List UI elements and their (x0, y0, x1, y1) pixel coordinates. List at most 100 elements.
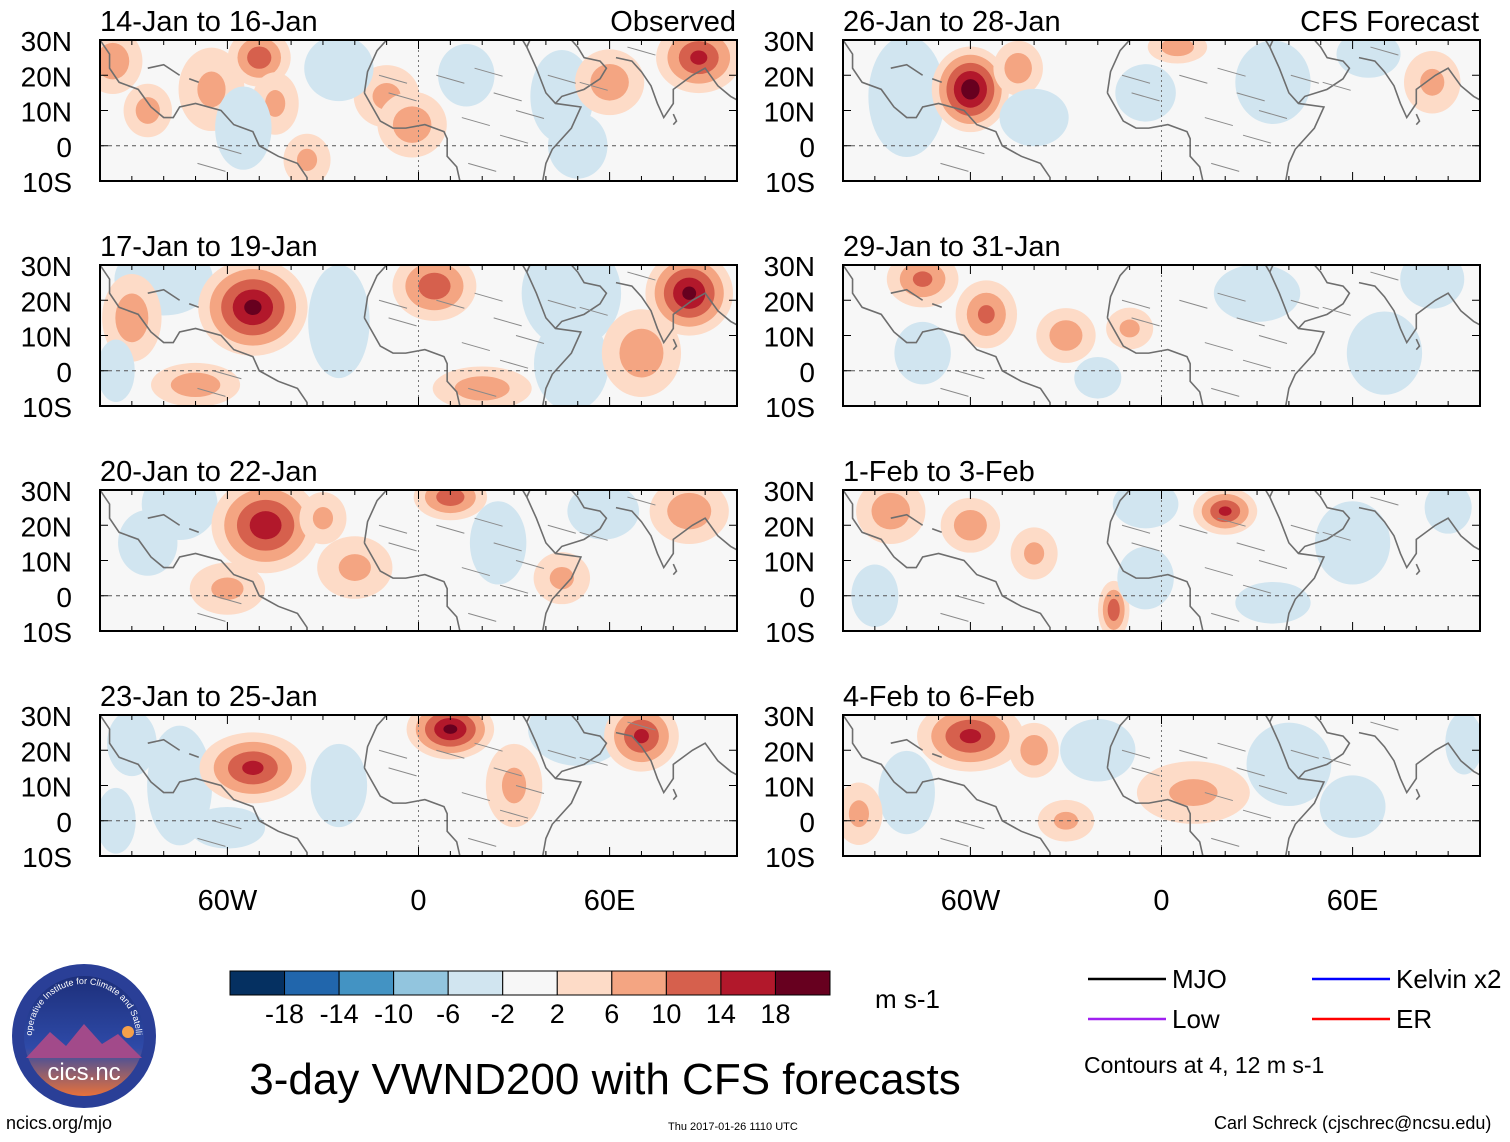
negative-anomaly (1115, 64, 1176, 122)
y-tick-label: 30N (21, 251, 72, 282)
colorbar-level-label: 6 (604, 999, 619, 1029)
y-tick-label: 30N (764, 701, 815, 732)
y-tick-label: 0 (799, 132, 815, 163)
positive-anomaly (1147, 40, 1208, 64)
axis-ticks (100, 40, 737, 181)
x-tick-label: 60W (198, 885, 258, 917)
negative-anomaly (438, 43, 495, 107)
negative-anomaly (851, 564, 899, 628)
y-tick-label: 10S (22, 167, 72, 198)
negative-anomaly (1246, 722, 1332, 807)
y-tick-label: 0 (799, 357, 815, 388)
positive-anomaly (123, 83, 172, 138)
panel-date-range: 17-Jan to 19-Jan (100, 231, 318, 263)
legend-label: ER (1396, 1004, 1432, 1034)
negative-anomaly (894, 321, 951, 385)
positive-anomaly (406, 715, 495, 760)
main-title: 3-day VWND200 with CFS forecasts (249, 1055, 961, 1104)
positive-anomaly (917, 715, 1024, 772)
panel-tag: Observed (610, 6, 736, 38)
positive-anomaly (1106, 307, 1154, 350)
colorbar-level-label: -14 (320, 999, 359, 1029)
cicsnc-logo: Cooperative Institute for Climate and Sa… (10, 962, 156, 1108)
positive-anomaly (1403, 51, 1461, 114)
panel-grid: 30N 20N 10N 0 10S 14-Jan to 16-Jan Observed 30N… (21, 6, 1481, 873)
y-tick-label: 10N (764, 772, 815, 803)
colorbar: -18 -14 -10 -6 -2 2 6 10 14 18 m s-1 (229, 970, 940, 1029)
y-tick-label: 10N (21, 547, 72, 578)
negative-anomaly (1319, 775, 1386, 838)
axis-ticks (843, 715, 1480, 856)
colorbar-swatch (502, 970, 558, 996)
legend-label: Kelvin x2 (1396, 964, 1502, 994)
colorbar-level-label: 18 (760, 999, 790, 1029)
positive-anomaly (940, 497, 1001, 553)
site-link[interactable]: ncics.org/mjo (6, 1113, 113, 1133)
y-tick-label: 20N (764, 511, 815, 542)
axis-ticks (843, 40, 1480, 181)
negative-anomaly (1400, 265, 1465, 309)
negative-anomaly (107, 715, 157, 777)
panel-date-range: 14-Jan to 16-Jan (100, 6, 318, 38)
positive-anomaly (1193, 490, 1258, 535)
negative-anomaly (1424, 490, 1472, 534)
negative-anomaly (1213, 265, 1301, 322)
colorbar-units: m s-1 (875, 984, 940, 1014)
positive-anomaly (1010, 527, 1058, 580)
coastlines (843, 715, 1480, 856)
colorbar-level-label: -18 (265, 999, 304, 1029)
negative-anomaly (1235, 581, 1311, 624)
coastlines (100, 40, 737, 181)
y-tick-label: 20N (21, 736, 72, 767)
y-tick-label: 10S (765, 392, 815, 423)
colorbar-swatch (447, 970, 504, 996)
negative-anomaly (310, 743, 368, 828)
colorbar-swatch (393, 970, 449, 996)
y-tick-label: 0 (799, 807, 815, 838)
positive-anomaly (1037, 799, 1095, 842)
positive-anomaly (574, 49, 645, 116)
colorbar-level-label: 2 (550, 999, 565, 1029)
panel-date-range: 23-Jan to 25-Jan (100, 681, 318, 713)
map-panel (99, 264, 738, 407)
negative-anomaly (189, 806, 266, 849)
colorbar-swatch (338, 970, 395, 996)
y-tick-label: 30N (764, 251, 815, 282)
x-tick-label: 60E (584, 885, 636, 917)
positive-anomaly (993, 40, 1043, 96)
positive-anomaly (856, 490, 926, 545)
positive-anomaly (377, 91, 447, 158)
y-tick-label: 10S (22, 842, 72, 873)
panel-tag: CFS Forecast (1300, 6, 1479, 38)
positive-anomaly (198, 265, 308, 356)
negative-anomaly (1074, 356, 1122, 399)
negative-anomaly (868, 40, 946, 157)
y-tick-label: 10S (765, 167, 815, 198)
y-tick-label: 20N (21, 61, 72, 92)
colorbar-swatch (611, 970, 667, 996)
negative-anomaly (118, 509, 178, 576)
map-panel (842, 714, 1481, 857)
y-tick-label: 30N (21, 476, 72, 507)
map-panel (99, 714, 738, 857)
positive-anomaly (413, 490, 488, 521)
y-tick-label: 30N (21, 26, 72, 57)
map-panel (842, 489, 1481, 632)
colorbar-swatch (774, 970, 831, 996)
x-tick-label: 60W (941, 885, 1001, 917)
negative-anomaly (1346, 311, 1423, 395)
panel-date-range: 29-Jan to 31-Jan (843, 231, 1061, 263)
negative-anomaly (534, 316, 609, 406)
y-tick-label: 20N (21, 511, 72, 542)
y-tick-label: 30N (764, 26, 815, 57)
colorbar-swatch (665, 970, 722, 996)
positive-anomaly (886, 265, 959, 308)
y-tick-label: 20N (764, 61, 815, 92)
colorbar-swatch (720, 970, 776, 996)
colorbar-swatch (556, 970, 613, 996)
positive-anomaly (1136, 761, 1250, 824)
positive-anomaly (100, 40, 143, 95)
axis-ticks (100, 715, 737, 856)
axis-ticks (100, 490, 737, 631)
